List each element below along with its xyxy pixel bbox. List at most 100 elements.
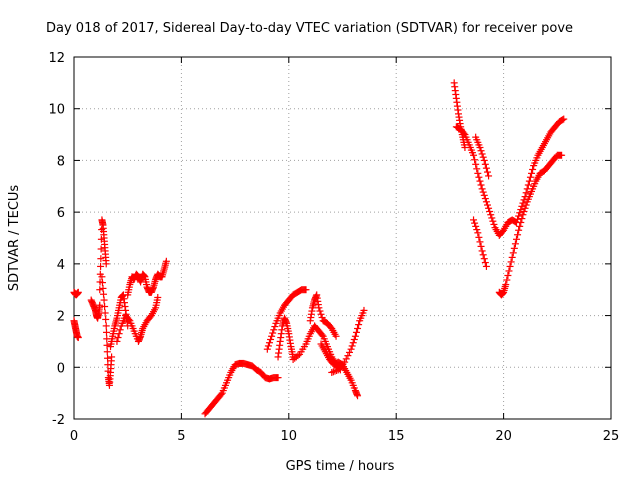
x-tick-label: 5 [177, 429, 185, 444]
x-tick-label: 20 [495, 429, 512, 444]
data-point [520, 207, 528, 215]
plot-frame [73, 56, 612, 420]
data-point [342, 355, 350, 363]
data-point [476, 144, 484, 151]
data-point [483, 168, 491, 176]
data-point [473, 165, 481, 173]
x-axis-label: GPS time / hours [286, 459, 395, 474]
x-tick-label: 0 [70, 429, 78, 444]
data-point [263, 345, 271, 353]
x-tick-label: 25 [603, 429, 620, 444]
data-point [328, 368, 336, 376]
data-point [100, 296, 108, 304]
data-point [113, 337, 121, 345]
data-point [347, 345, 355, 353]
data-point [481, 195, 489, 203]
data-point [509, 249, 517, 257]
data-point [97, 262, 105, 270]
data-point [474, 169, 482, 177]
data-point [345, 348, 353, 356]
y-axis-label: SDTVAR / TECUs [7, 185, 22, 292]
y-tick-label: 6 [57, 206, 65, 221]
data-point [344, 352, 352, 360]
data-point [348, 342, 356, 350]
y-tick-label: 0 [57, 361, 65, 376]
data-point [560, 115, 568, 123]
data-point [483, 201, 491, 209]
data-point [512, 235, 520, 243]
data-point [482, 164, 490, 172]
chart-title: Day 018 of 2017, Sidereal Day-to-day VTE… [46, 21, 573, 36]
data-point [514, 231, 522, 239]
data-point [97, 245, 105, 253]
data-point [104, 354, 112, 362]
data-point [479, 251, 487, 259]
data-point [74, 288, 82, 296]
data-point [485, 172, 493, 180]
data-point [315, 304, 323, 312]
data-point [476, 238, 484, 246]
data-point [519, 211, 527, 219]
data-point [332, 332, 340, 340]
data-point [518, 215, 526, 223]
data-point [115, 330, 123, 338]
data-point [472, 222, 480, 230]
data-point [525, 177, 533, 185]
data-point [114, 334, 122, 342]
data-point [514, 215, 522, 223]
data-point [341, 358, 349, 366]
data-point [528, 169, 536, 177]
data-point [96, 286, 104, 294]
data-point [558, 151, 566, 159]
data-point [101, 303, 109, 311]
data-point [485, 204, 493, 212]
grid-layer [74, 57, 611, 419]
data-point [125, 315, 133, 323]
data-point [517, 218, 525, 226]
y-tick-label: 12 [48, 51, 65, 66]
data-point [352, 328, 360, 336]
data-point [470, 216, 478, 224]
data-point [108, 353, 116, 361]
data-point [294, 352, 302, 360]
data-point [480, 156, 488, 164]
data-point [481, 259, 489, 267]
data-point [270, 326, 278, 334]
y-tick-label: 10 [48, 103, 65, 118]
data-point [329, 368, 337, 376]
data-point [350, 335, 358, 343]
data-point [480, 191, 488, 199]
data-point [460, 129, 468, 137]
data-point [103, 348, 111, 356]
data-point [522, 189, 530, 197]
data-point [480, 255, 488, 263]
data-point [504, 271, 512, 279]
data-point [351, 332, 359, 340]
data-point [526, 173, 534, 181]
x-tick-label: 15 [388, 429, 405, 444]
data-point [360, 306, 368, 314]
data-point [478, 247, 486, 255]
data-point [472, 160, 480, 168]
data-point [476, 177, 484, 185]
data-point [508, 253, 516, 261]
data-point [505, 267, 513, 275]
data-point [473, 226, 481, 234]
data-point [511, 240, 519, 248]
data-point [154, 293, 162, 301]
data-point [524, 181, 532, 189]
data-point [355, 321, 363, 329]
data-point [487, 211, 495, 219]
data-point [478, 185, 486, 193]
y-tick-label: 4 [57, 258, 65, 273]
data-point [477, 147, 485, 155]
data-point [162, 257, 170, 265]
y-tick-label: 2 [57, 310, 65, 325]
data-point [265, 339, 273, 347]
data-point [479, 153, 487, 161]
data-points [70, 79, 568, 418]
x-tick-label: 10 [281, 429, 298, 444]
data-point [74, 334, 82, 342]
data-point [102, 315, 110, 323]
